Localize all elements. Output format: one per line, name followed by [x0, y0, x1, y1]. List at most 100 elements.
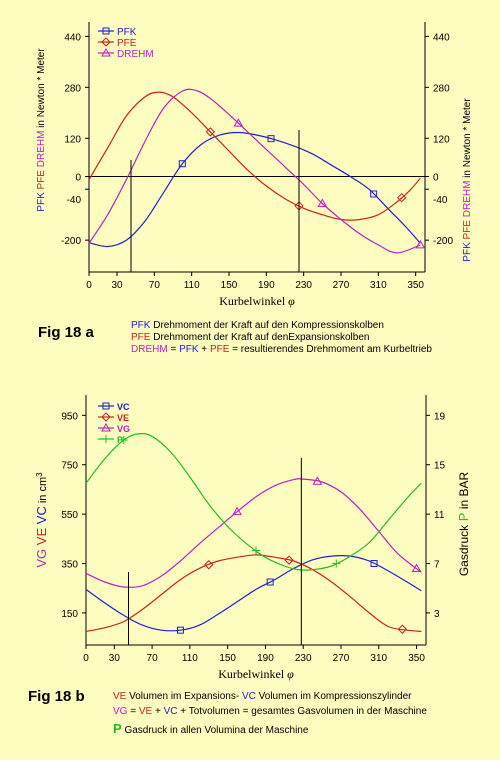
x-tick-label: 0: [86, 280, 92, 291]
x-tick-label: 190: [257, 653, 274, 664]
chart-fig-18a: 0 30 70 110 150 190 230 270 310 350 440 280 120 0 -40 -…: [36, 22, 473, 308]
x-tick-label: 70: [147, 653, 159, 664]
data-point-vc: [370, 560, 378, 568]
caption-part: Volumen im Expansions-: [126, 691, 242, 702]
data-point-ve: [397, 624, 408, 634]
y-axis-label-left: PFK PFE DREHM in Newton * Meter: [36, 48, 47, 212]
axis-label-part: in BAR: [457, 472, 471, 513]
x-tick-label: 270: [333, 653, 350, 664]
data-point-ve: [204, 560, 214, 570]
caption-part: Drehmoment der Kraft auf den Kompression…: [150, 320, 384, 331]
data-point-ve: [284, 555, 294, 565]
y-tick-label-right: 120: [433, 134, 450, 145]
legend-marker: [102, 435, 110, 443]
x-axis-label: Kurbelwinkel φ: [219, 294, 295, 308]
series-line-pfe: [88, 91, 421, 221]
legend-marker: [101, 47, 111, 57]
caption-part: + Totvolumen = gesamtes Gasvolumen in de…: [177, 706, 427, 717]
caption-part: =: [127, 706, 139, 717]
data-point-pfk: [267, 135, 275, 143]
x-tick-label: 310: [370, 280, 387, 291]
data-point-vg: [312, 476, 323, 485]
legend-label: VE: [117, 413, 129, 423]
axis-label-part: VC: [34, 506, 49, 528]
data-point-p: [252, 546, 260, 555]
axis-label-part: Gasdruck: [457, 524, 471, 576]
x-tick-label: 270: [333, 280, 350, 291]
x-axis-label-symbol: φ: [288, 294, 295, 308]
axis-label-part: VE: [34, 528, 49, 549]
legend-label: DREHM: [117, 49, 154, 60]
caption-part: P: [113, 721, 122, 736]
legend-label: PFK: [117, 27, 137, 38]
y-axis-label-right: PFK PFE DREHM in Newton * Meter: [462, 98, 473, 262]
caption-part: VE: [138, 706, 153, 717]
fig-18a-label: Fig 18 a: [38, 324, 94, 341]
caption-part: DREHM: [131, 344, 168, 355]
caption-line: DREHM = PFK + PFE = resultierendes Drehm…: [131, 344, 432, 355]
caption-line: PFK Drehmoment der Kraft auf den Kompres…: [131, 320, 384, 331]
y-tick-label-right: -40: [433, 195, 448, 206]
y-axis-label-left: VG VE VC in cm3: [34, 472, 49, 568]
x-tick-label: 350: [407, 280, 424, 291]
data-point-drehm: [233, 118, 244, 127]
y-axis-label-right: Gasdruck P in BAR: [456, 472, 471, 577]
caption-part: =: [167, 344, 180, 355]
x-tick-label: 30: [111, 280, 123, 291]
axis-label-part: in cm: [37, 477, 49, 506]
y-tick-label-right: 11: [434, 510, 445, 521]
x-tick-label: 230: [295, 280, 312, 291]
series-line-vg: [85, 478, 422, 588]
caption-part: PFE: [209, 344, 230, 355]
caption-part: = resultierendes Drehmoment am Kurbeltri…: [229, 344, 432, 355]
axis-label-part: PFE: [36, 170, 47, 193]
caption-part: PFK: [179, 344, 199, 355]
y-tick-label-left: 440: [64, 32, 81, 43]
data-point-drehm: [317, 198, 328, 208]
caption-part: Drehmoment der Kraft auf denExpansionsko…: [150, 332, 370, 343]
data-point-drehm: [415, 239, 426, 249]
data-point-pfk: [370, 190, 378, 198]
axis-label-part: 3: [35, 472, 44, 477]
x-tick-label: 310: [370, 653, 387, 664]
x-tick-label: 230: [295, 653, 312, 664]
axis-label-part: P: [456, 513, 471, 525]
y-tick-label-right: 280: [433, 83, 450, 94]
axis-label-part: PFK: [36, 192, 47, 212]
y-tick-label-right: 0: [433, 172, 439, 183]
caption-part: +: [198, 344, 210, 355]
caption-part: PFE: [131, 332, 151, 343]
legend-label: VG: [117, 424, 130, 434]
data-point-vg: [411, 563, 422, 572]
legend-label: P: [117, 435, 123, 445]
axis-label-part: PFE: [462, 220, 473, 243]
x-tick-label: 150: [221, 280, 238, 291]
caption-line: PFE Drehmoment der Kraft auf denExpansio…: [131, 332, 369, 343]
y-tick-label-left: -40: [67, 195, 82, 206]
legend-label: PFE: [117, 38, 137, 49]
data-point-vc: [266, 578, 274, 586]
data-point-vg: [232, 506, 242, 516]
legend-marker: [102, 27, 110, 35]
caption-part: PFK: [131, 320, 151, 331]
series-line-drehm: [88, 88, 421, 254]
caption-line: VG = VE + VC + Totvolumen = gesamtes Gas…: [113, 706, 427, 717]
y-tick-label-left: 150: [61, 609, 78, 620]
fig-18b-label: Fig 18 b: [28, 688, 85, 705]
x-axis-label-text: Kurbelwinkel: [219, 294, 288, 308]
caption-part: VC: [163, 706, 178, 717]
y-tick-label-left: 950: [61, 411, 78, 422]
y-tick-label-left: 350: [61, 560, 78, 571]
caption-part: Gasdruck in allen Volumina der Maschine: [121, 725, 309, 736]
y-tick-label-right: 19: [434, 411, 446, 422]
legend-marker: [101, 37, 111, 47]
x-tick-label: 190: [258, 280, 275, 291]
data-point-pfe: [396, 192, 407, 203]
x-tick-label: 110: [182, 653, 198, 664]
x-tick-label: 150: [219, 653, 236, 664]
y-tick-label-left: 0: [75, 172, 81, 183]
data-point-pfk: [178, 160, 186, 168]
axis-label-part: PFK: [462, 242, 473, 262]
y-tick-label-right: 3: [434, 609, 440, 620]
